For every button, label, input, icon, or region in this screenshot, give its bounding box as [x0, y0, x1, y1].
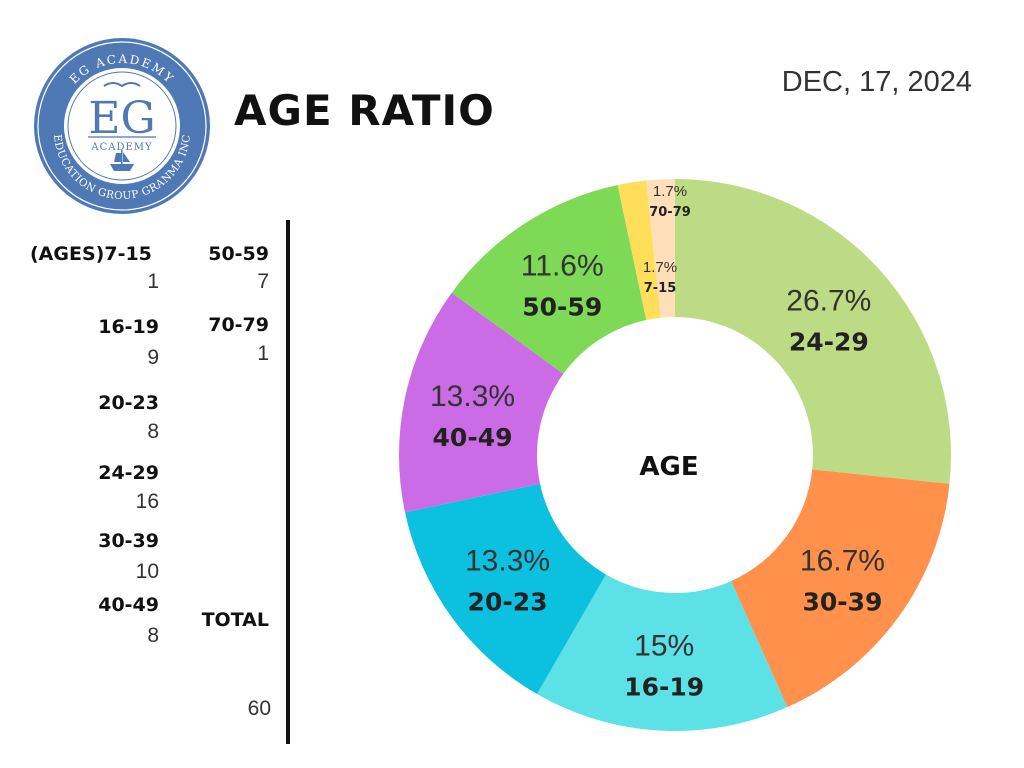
donut-category-label: 40-49	[433, 423, 513, 452]
donut-category-label: 70-79	[649, 205, 691, 220]
table-value: 7	[257, 270, 269, 293]
donut-percent-label: 13.3%	[465, 545, 550, 578]
divider-line	[286, 220, 290, 744]
logo-monogram: EG	[88, 93, 155, 144]
donut-category-label: 24-29	[789, 327, 869, 356]
total-value: 60	[247, 697, 271, 720]
logo-inner-text: ACADEMY	[90, 142, 152, 153]
donut-category-label: 7-15	[644, 281, 677, 296]
table-prefix-label: (AGES)7-15	[30, 243, 152, 265]
table-label: 24-29	[98, 462, 159, 484]
table-value: 8	[147, 420, 159, 443]
donut-percent-label: 1.7%	[653, 183, 687, 200]
table-label: 40-49	[98, 594, 159, 616]
donut-slice-20-23	[405, 483, 606, 695]
donut-category-label: 16-19	[624, 673, 704, 702]
donut-slice-30-39	[731, 469, 950, 708]
donut-slice-24-29	[675, 179, 951, 484]
page-title: AGE RATIO	[234, 86, 495, 135]
table-label: 30-39	[98, 530, 159, 552]
donut-percent-label: 16.7%	[800, 545, 885, 578]
donut-percent-label: 1.7%	[643, 259, 677, 276]
donut-percent-label: 26.7%	[786, 284, 871, 317]
table-label: 70-79	[208, 314, 269, 336]
donut-percent-label: 13.3%	[430, 380, 515, 413]
table-value: 1	[257, 342, 269, 365]
table-label: 16-19	[98, 316, 159, 338]
eg-academy-logo: EG ACADEMY EDUCATION GROUP GRANMA INC EG…	[34, 38, 210, 214]
date-label: DEC, 17, 2024	[781, 66, 972, 98]
donut-center-label: AGE	[639, 452, 698, 482]
donut-slices	[399, 179, 951, 731]
donut-labels: 26.7% 24-29 16.7% 30-39 15% 16-19 13.3% 20-23 13…	[430, 183, 885, 702]
donut-slice-16-19	[537, 574, 788, 731]
table-label: 50-59	[208, 243, 269, 265]
donut-category-label: 20-23	[468, 588, 548, 617]
table-value: 9	[147, 346, 159, 369]
table-value: 8	[147, 624, 159, 647]
donut-category-label: 30-39	[802, 588, 882, 617]
donut-slice-50-59	[451, 185, 647, 374]
donut-percent-label: 11.6%	[521, 249, 604, 282]
donut-slice-7-15	[617, 180, 661, 321]
donut-slice-40-49	[399, 292, 564, 513]
table-label: 20-23	[98, 392, 159, 414]
total-label: TOTAL	[201, 609, 269, 631]
table-value: 1	[147, 270, 159, 293]
donut-category-label: 50-59	[522, 292, 602, 321]
donut-slice-70-79	[646, 179, 675, 318]
donut-percent-label: 15%	[634, 630, 694, 663]
table-value: 10	[135, 560, 159, 583]
ship-icon	[110, 150, 134, 171]
table-value: 16	[135, 490, 159, 513]
